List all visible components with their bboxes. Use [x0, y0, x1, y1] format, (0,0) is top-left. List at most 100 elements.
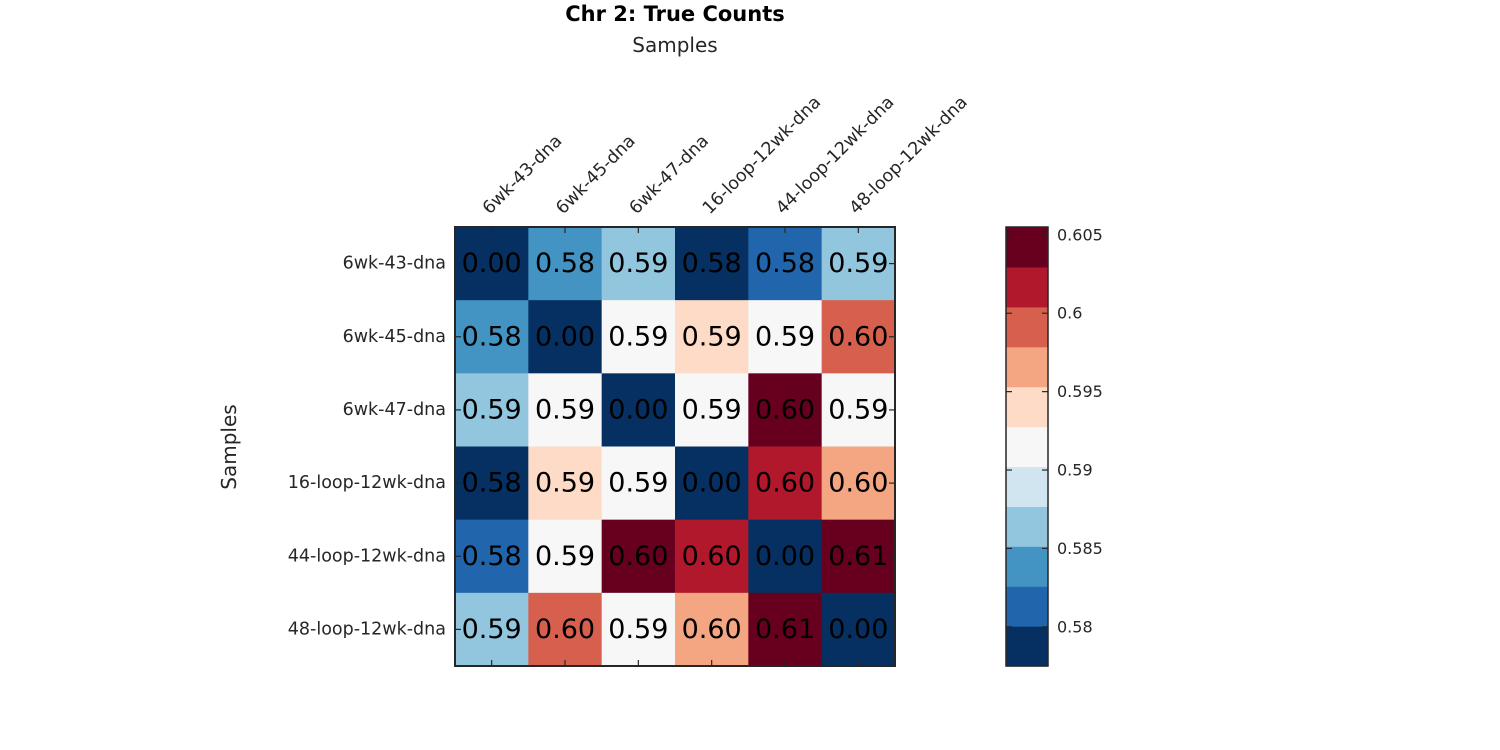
cell-value-label: 0.59 — [535, 541, 595, 572]
cell-value-label: 0.60 — [755, 394, 815, 425]
heatmap-cell — [455, 300, 529, 374]
heatmap-cell — [601, 373, 676, 448]
cell-value-label: 0.59 — [755, 321, 815, 352]
y-tick-label: 44-loop-12wk-dna — [288, 546, 446, 566]
colorbar-segment — [1006, 626, 1048, 667]
heatmap-cell — [455, 373, 529, 448]
heatmap-cell — [748, 373, 823, 448]
heatmap-cell — [748, 446, 823, 521]
cell-value-label: 0.60 — [828, 468, 888, 499]
cell-value-label: 0.59 — [828, 394, 888, 425]
heatmap-cell — [601, 300, 676, 374]
cell-value-label: 0.00 — [608, 394, 668, 425]
heatmap-cell — [821, 300, 896, 374]
heatmap-cell — [675, 592, 749, 667]
heatmap-cell — [675, 300, 749, 374]
heatmap-cell — [601, 592, 676, 667]
cell-value-label: 0.00 — [682, 468, 742, 499]
cell-value-label: 0.00 — [755, 541, 815, 572]
colorbar-frame — [1005, 226, 1049, 667]
heatmap-cell — [601, 446, 676, 521]
cell-value-label: 0.59 — [682, 394, 742, 425]
heatmap-cell — [455, 519, 529, 594]
heatmap-cell — [748, 519, 823, 594]
y-tick-label: 6wk-45-dna — [343, 327, 446, 347]
cell-value-label: 0.58 — [462, 541, 522, 572]
cell-value-label: 0.59 — [608, 614, 668, 645]
cell-value-label: 0.58 — [682, 248, 742, 279]
x-axis-label: Samples — [632, 33, 717, 57]
x-tick-label: 16-loop-12wk-dna — [699, 92, 825, 218]
cell-value-label: 0.60 — [828, 321, 888, 352]
colorbar-segment — [1006, 306, 1048, 348]
cell-value-label: 0.58 — [755, 248, 815, 279]
cell-value-label: 0.59 — [462, 614, 522, 645]
heatmap-cell — [528, 519, 603, 594]
cell-value-label: 0.59 — [682, 321, 742, 352]
cell-value-label: 0.60 — [682, 541, 742, 572]
heatmap-cell — [675, 227, 749, 301]
colorbar-segment — [1006, 586, 1048, 627]
colorbar-segment — [1006, 266, 1048, 308]
colorbar-segment — [1006, 506, 1048, 547]
cell-value-label: 0.59 — [608, 321, 668, 352]
y-tick-label: 16-loop-12wk-dna — [288, 473, 446, 493]
heatmap-cell — [455, 227, 529, 301]
cell-value-label: 0.00 — [535, 321, 595, 352]
colorbar-tick-label: 0.59 — [1057, 461, 1093, 480]
colorbar: 0.58 0.585 0.59 0.595 0.6 0.605 — [1005, 225, 1103, 667]
plot-frame — [454, 226, 896, 667]
colorbar-segment — [1006, 466, 1048, 507]
heatmap-cell — [601, 227, 676, 301]
cell-value-label: 0.61 — [755, 614, 815, 645]
cell-value-label: 0.61 — [828, 541, 888, 572]
cell-value-label: 0.59 — [828, 248, 888, 279]
heatmap-cell — [748, 227, 823, 301]
cell-value-label: 0.59 — [535, 394, 595, 425]
heatmap-cell — [455, 592, 529, 667]
chart-title: Chr 2: True Counts — [565, 2, 785, 26]
heatmap-cell — [528, 373, 603, 448]
y-tick-labels: 6wk-43-dna 6wk-45-dna 6wk-47-dna 16-loop-12… — [288, 254, 446, 640]
cell-value-label: 0.00 — [828, 614, 888, 645]
y-tick-label: 6wk-43-dna — [343, 254, 446, 274]
heatmap-cell — [821, 227, 896, 301]
colorbar-tick-label: 0.595 — [1057, 382, 1103, 401]
y-axis-label: Samples — [217, 404, 241, 489]
colorbar-segment — [1006, 386, 1048, 428]
cell-value-label: 0.60 — [535, 614, 595, 645]
heatmap-cell — [528, 227, 603, 301]
cell-value-label: 0.59 — [608, 468, 668, 499]
colorbar-segment — [1006, 546, 1048, 587]
heatmap-cell — [675, 446, 749, 521]
colorbar-tick-label: 0.585 — [1057, 539, 1103, 558]
cell-value-label: 0.59 — [608, 248, 668, 279]
cell-value-label: 0.60 — [755, 468, 815, 499]
colorbar-tick-label: 0.58 — [1057, 617, 1093, 636]
cell-value-label: 0.58 — [462, 321, 522, 352]
heatmap-cell — [528, 446, 603, 521]
cell-value-label: 0.60 — [608, 541, 668, 572]
y-tick-label: 6wk-47-dna — [343, 400, 446, 420]
colorbar-segment — [1006, 426, 1048, 468]
heatmap-cells — [455, 227, 896, 667]
heatmap-cell — [455, 446, 529, 521]
colorbar-segment — [1006, 227, 1048, 268]
cell-value-label: 0.60 — [682, 614, 742, 645]
heatmap-cell — [821, 519, 896, 594]
heatmap-cell — [675, 373, 749, 448]
cell-value-label: 0.59 — [535, 468, 595, 499]
cell-value-label: 0.58 — [535, 248, 595, 279]
y-tick-label: 48-loop-12wk-dna — [288, 619, 446, 639]
cell-value-label: 0.58 — [462, 468, 522, 499]
heatmap-cell — [821, 592, 896, 667]
cell-value-label: 0.59 — [462, 394, 522, 425]
heatmap-cell — [601, 519, 676, 594]
colorbar-tick-label: 0.605 — [1057, 225, 1103, 244]
colorbar-tick-label: 0.6 — [1057, 304, 1082, 323]
heatmap-cell — [675, 519, 749, 594]
heatmap-cell — [748, 300, 823, 374]
heatmap-cell — [748, 592, 823, 667]
heatmap-cell — [528, 300, 603, 374]
